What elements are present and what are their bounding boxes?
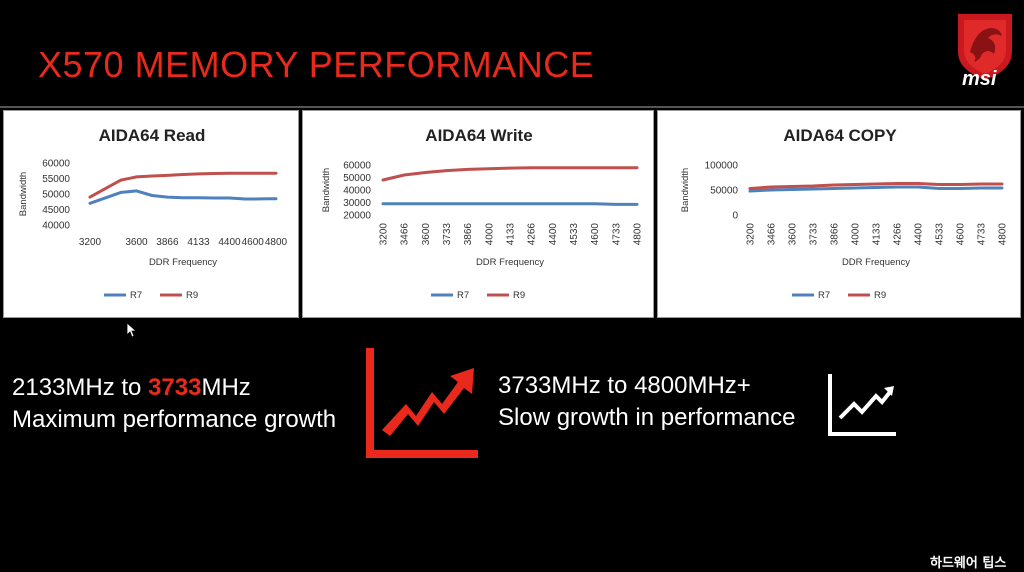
x-tick-label: 4800 [265,237,288,248]
legend-label: R9 [874,290,886,301]
y-tick-label: 50000 [343,173,371,184]
x-tick-label: 3866 [830,223,841,246]
x-tick-label: 4533 [935,223,946,246]
series-line-r7 [748,185,1004,193]
legend-label: R7 [818,290,830,301]
y-axis-title: Bandwidth [18,172,29,216]
white-rising-line-chart-icon [828,374,896,436]
caption-left-prefix: 2133MHz to [12,374,149,401]
caption-left-highlight: 3733 [148,374,202,401]
slide-title: X570 MEMORY PERFORMANCE [38,44,595,85]
x-tick-label: 4000 [851,223,862,246]
watermark-text: 하드웨어 팁스 [930,556,1007,571]
x-tick-label: 3200 [79,237,102,248]
legend-label: R7 [457,290,469,301]
x-tick-label: 4600 [590,223,601,246]
x-axis-title: DDR Frequency [476,257,544,268]
series-line-r7 [381,202,639,206]
chart-title: AIDA64 COPY [783,126,897,145]
x-tick-label: 3466 [400,223,411,246]
legend-label: R9 [186,290,198,301]
y-tick-label: 50000 [42,190,70,201]
x-tick-label: 3866 [463,223,474,246]
x-tick-label: 4266 [893,223,904,246]
x-axis-title: DDR Frequency [149,257,217,268]
legend-label: R9 [513,290,525,301]
series-line-r9 [748,182,1004,190]
x-tick-label: 3733 [442,223,453,246]
y-axis-title: Bandwidth [321,168,332,212]
x-tick-label: 4400 [218,237,241,248]
series-line-r7 [88,189,278,205]
caption-right-line1: 3733MHz to 4800MHz+ [498,372,751,399]
mouse-cursor-icon [126,322,138,338]
caption-slow-growth: 3733MHz to 4800MHz+ Slow growth in perfo… [498,370,795,434]
y-tick-label: 30000 [343,198,371,209]
x-tick-label: 3600 [421,223,432,246]
caption-left-suffix: MHz [201,374,251,401]
x-tick-label: 4800 [998,223,1009,246]
x-tick-label: 4733 [611,223,622,246]
y-tick-label: 50000 [710,186,738,197]
chart-panel-write: AIDA64 Write 20000 30000 40000 50000 60000 Ban… [302,110,654,318]
x-tick-label: 4000 [484,223,495,246]
x-tick-label: 4400 [548,223,559,246]
y-tick-label: 20000 [343,211,371,222]
x-tick-label: 4600 [242,237,265,248]
y-tick-label: 0 [732,211,738,222]
chart-copy: AIDA64 COPY 0 50000 100000 Bandwidth 3200 3466… [680,126,1009,301]
chart-read: AIDA64 Read 40000 45000 50000 55000 60000 Band… [18,126,288,301]
x-tick-label: 4733 [977,223,988,246]
y-tick-label: 40000 [343,186,371,197]
chart-title: AIDA64 Write [425,126,532,145]
x-tick-label: 3466 [767,223,778,246]
y-tick-label: 100000 [705,161,739,172]
caption-left-line2: Maximum performance growth [12,406,337,433]
header-divider [0,106,1024,108]
y-tick-label: 55000 [42,174,70,185]
x-tick-label: 3200 [746,223,757,246]
msi-dragon-shield-logo-icon [958,14,1012,80]
x-axis-title: DDR Frequency [842,257,910,268]
series-line-r9 [88,171,278,199]
x-tick-label: 3733 [809,223,820,246]
y-tick-label: 40000 [42,221,70,232]
x-tick-label: 4266 [527,223,538,246]
caption-right-line2: Slow growth in performance [498,404,796,431]
y-tick-label: 60000 [42,159,70,170]
x-tick-label: 3200 [379,223,390,246]
x-tick-label: 3600 [125,237,148,248]
chart-panel-copy: AIDA64 COPY 0 50000 100000 Bandwidth 3200 3466… [657,110,1021,318]
x-tick-label: 4133 [187,237,210,248]
caption-left-line1: 2133MHz to 3733MHz [12,372,336,404]
brand-logo-text: msi [962,68,997,90]
caption-fast-growth: 2133MHz to 3733MHz Maximum performance g… [12,372,336,436]
x-tick-label: 4533 [569,223,580,246]
chart-panel-read: AIDA64 Read 40000 45000 50000 55000 60000 Band… [3,110,299,318]
x-tick-label: 4400 [914,223,925,246]
x-tick-label: 3866 [156,237,179,248]
x-tick-label: 4133 [872,223,883,246]
y-tick-label: 60000 [343,161,371,172]
red-rising-chart-arrow-icon [366,348,478,458]
x-tick-label: 4600 [956,223,967,246]
chart-title: AIDA64 Read [99,126,206,145]
series-line-r9 [381,166,639,182]
legend-label: R7 [130,290,142,301]
y-axis-title: Bandwidth [680,168,691,212]
x-tick-label: 4800 [633,223,644,246]
x-tick-label: 4133 [506,223,517,246]
x-tick-label: 3600 [788,223,799,246]
y-tick-label: 45000 [42,205,70,216]
